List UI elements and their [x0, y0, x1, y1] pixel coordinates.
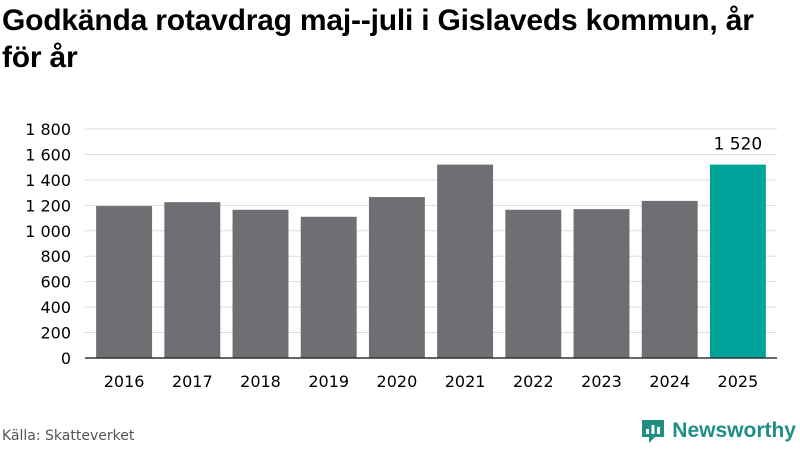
x-tick-label: 2016	[104, 372, 145, 391]
bar	[300, 216, 357, 358]
y-tick-label: 1 400	[25, 171, 71, 190]
y-tick-label: 400	[40, 298, 71, 317]
y-tick-label: 200	[40, 324, 71, 343]
x-tick-label: 2020	[377, 372, 418, 391]
bar	[368, 197, 425, 358]
bar	[164, 202, 221, 358]
x-tick-label: 2022	[513, 372, 554, 391]
source-note: Källa: Skatteverket	[2, 428, 135, 444]
x-tick-label: 2024	[649, 372, 690, 391]
bar	[573, 209, 630, 358]
y-tick-label: 1 600	[25, 145, 71, 164]
x-tick-label: 2021	[445, 372, 486, 391]
bar	[437, 164, 494, 358]
y-tick-label: 800	[40, 247, 71, 266]
x-tick-label: 2017	[172, 372, 213, 391]
y-tick-label: 0	[61, 349, 71, 368]
bar	[641, 200, 698, 358]
newsworthy-logo-icon	[642, 420, 665, 443]
brand-name: Newsworthy	[672, 419, 796, 442]
bar	[709, 164, 766, 358]
y-tick-label: 600	[40, 273, 71, 292]
x-tick-label: 2025	[718, 372, 759, 391]
x-tick-label: 2023	[581, 372, 622, 391]
y-tick-label: 1 200	[25, 196, 71, 215]
bar	[505, 209, 562, 358]
bar	[96, 205, 153, 358]
y-tick-label: 1 800	[25, 120, 71, 139]
data-label: 1 520	[714, 135, 763, 155]
x-tick-label: 2019	[308, 372, 349, 391]
brand-logo: Newsworthy	[640, 418, 796, 444]
y-tick-label: 1 000	[25, 222, 71, 241]
chart-title: Godkända rotavdrag maj--juli i Gislaveds…	[2, 4, 754, 74]
x-tick-label: 2018	[240, 372, 281, 391]
bar	[232, 209, 289, 358]
